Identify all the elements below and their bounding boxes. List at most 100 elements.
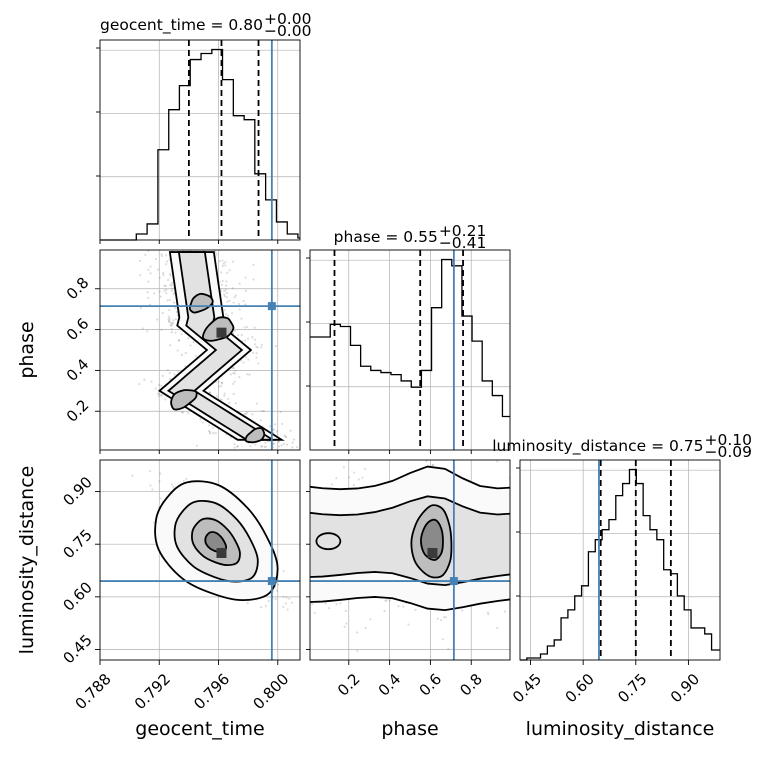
panel-title-lower-error: −0.09 (705, 443, 753, 461)
contour-1 (154, 480, 279, 602)
sample-point (172, 301, 176, 304)
sample-point (147, 268, 150, 271)
panel-title-luminosity_distance: luminosity_distance = 0.75 +0.10−0.09 (492, 431, 752, 461)
sample-point (228, 401, 231, 405)
sample-point (154, 387, 157, 390)
sample-point (385, 599, 388, 602)
sample-point (280, 444, 283, 447)
sample-point (214, 432, 217, 435)
ytick-label-luminosity_distance: 0.45 (59, 631, 95, 667)
contour-inner-2 (170, 389, 198, 411)
sample-point (267, 599, 270, 603)
sample-point (264, 441, 267, 444)
grid-luminosity_distance-hist (520, 460, 720, 660)
sample-point (165, 254, 168, 257)
sample-point (174, 331, 177, 334)
sample-point (224, 284, 228, 287)
sample-point (220, 283, 223, 286)
sample-point (166, 299, 169, 302)
sample-point (208, 432, 212, 435)
sample-point (310, 602, 314, 606)
sample-point (172, 292, 175, 295)
sample-point (353, 471, 356, 474)
sample-point (255, 352, 258, 355)
grid-phase-hist (310, 250, 510, 450)
contour-outer (157, 251, 285, 441)
sample-point (313, 611, 316, 615)
sample-point (168, 320, 171, 323)
sample-point (216, 395, 219, 398)
sample-point (157, 268, 160, 271)
sample-point (144, 253, 147, 256)
sample-point (427, 431, 429, 433)
sample-point (384, 599, 387, 602)
sample-point (221, 264, 224, 268)
sample-point (169, 324, 172, 327)
sample-point (285, 596, 288, 599)
sample-point (228, 269, 231, 272)
sample-point (229, 373, 233, 376)
sample-point (257, 362, 260, 365)
sample-point (344, 609, 347, 612)
sample-point (147, 280, 150, 283)
sample-point (282, 595, 285, 598)
sample-point (234, 369, 237, 372)
sample-point (291, 441, 294, 444)
frame-geocent_time-phase (99, 249, 301, 451)
density-panel-geocent_time-phase (99, 249, 301, 451)
sample-point (240, 333, 243, 337)
sample-point (224, 288, 228, 291)
sample-point (397, 605, 400, 608)
sample-point (226, 271, 229, 274)
sample-point (158, 480, 161, 483)
sample-point (158, 392, 161, 396)
sample-point (234, 294, 237, 297)
sample-point (170, 284, 173, 287)
sample-point (226, 300, 229, 303)
sample-point (160, 393, 163, 397)
sample-point (245, 412, 248, 415)
sample-point (138, 259, 142, 262)
sample-point (388, 599, 392, 602)
sample-point (157, 394, 160, 397)
sample-point (161, 311, 164, 315)
sample-point (402, 605, 405, 608)
frame-phase-hist (309, 249, 511, 451)
sample-point (244, 303, 247, 306)
sample-point (170, 324, 173, 327)
sample-point (407, 623, 410, 626)
ytick-label-phase: 0.8 (63, 274, 93, 304)
sample-point (487, 613, 490, 616)
sample-point (218, 259, 221, 263)
sample-point (226, 314, 230, 317)
sample-point (173, 373, 176, 376)
contour-3 (191, 517, 241, 566)
ytick-label-luminosity_distance: 0.60 (59, 578, 95, 614)
xtick-label-geocent_time: 0.796 (190, 670, 233, 713)
sample-point (212, 432, 215, 435)
sample-point (414, 608, 417, 611)
histogram-phase (310, 258, 510, 418)
sample-point (168, 308, 171, 312)
sample-point (180, 353, 184, 356)
sample-point (195, 354, 198, 358)
sample-point (238, 376, 241, 379)
sample-point (277, 440, 280, 443)
ytick-label-luminosity_distance: 0.90 (59, 473, 95, 509)
sample-point (147, 296, 150, 300)
sample-point (240, 317, 243, 320)
sample-point (168, 272, 172, 276)
ytick-label-phase: 0.2 (63, 396, 93, 426)
sample-point (343, 625, 346, 628)
sample-point (231, 287, 234, 290)
sample-point (160, 385, 163, 388)
xtick-label-luminosity_distance: 0.90 (667, 670, 703, 706)
sample-point (264, 445, 267, 448)
sample-point (440, 619, 443, 622)
sample-point (347, 476, 350, 479)
sample-point (327, 606, 331, 610)
density-level-3 (245, 428, 265, 443)
sample-point (237, 302, 241, 306)
contour-2 (173, 500, 259, 583)
sample-point (233, 380, 236, 383)
